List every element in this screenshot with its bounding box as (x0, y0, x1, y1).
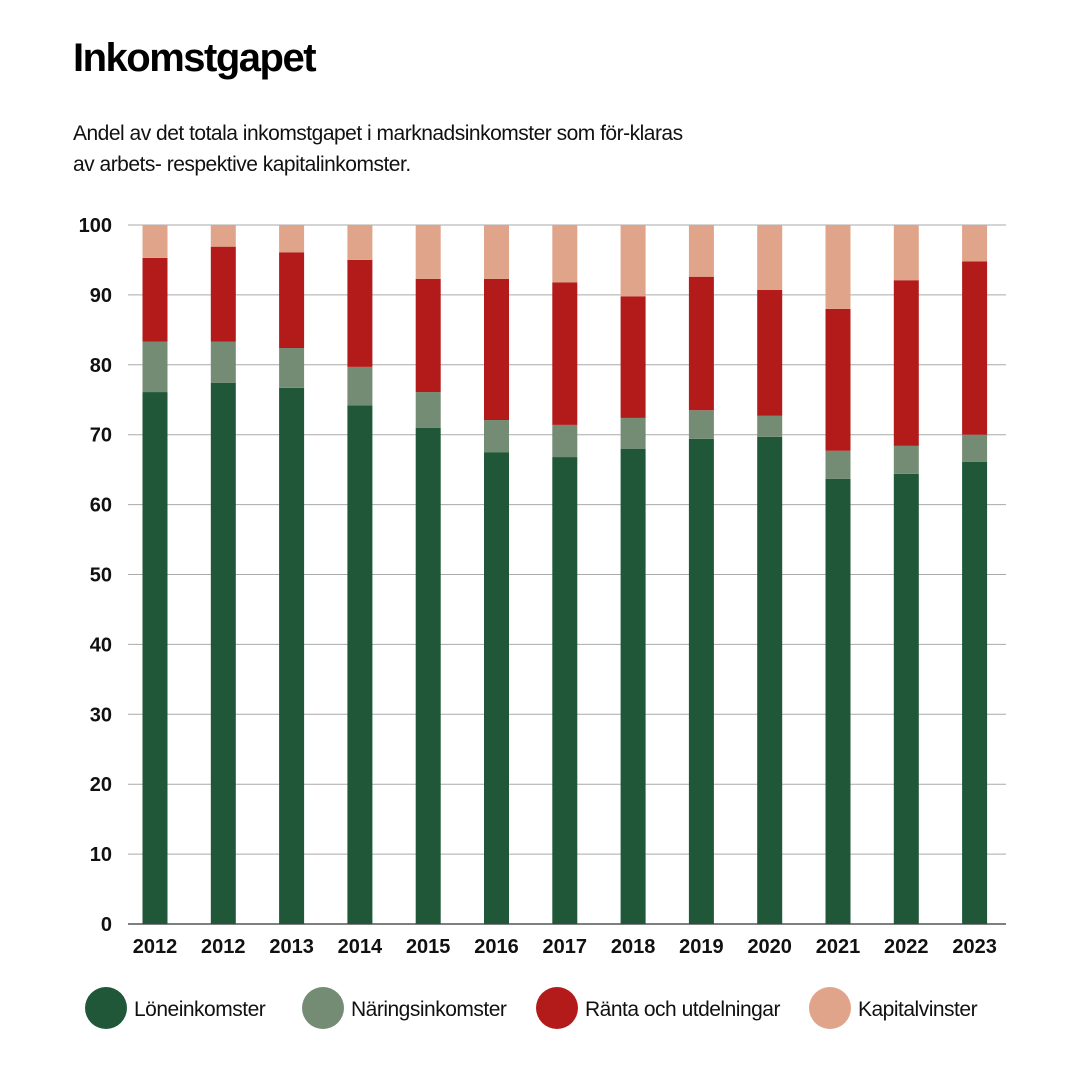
bar-segment-n-ringsinkomster (757, 415, 783, 437)
y-tick-label: 90 (90, 285, 112, 307)
bar-segment-n-ringsinkomster (962, 434, 988, 462)
bar-segment-n-ringsinkomster (620, 417, 646, 449)
bar-segment-kapitalvinster (757, 225, 783, 291)
bar-segment-l-neinkomster (962, 461, 988, 924)
bar-segment-r-nta-och-utdelningar (415, 278, 441, 393)
bar-segment-n-ringsinkomster (893, 445, 919, 474)
bar-segment-r-nta-och-utdelningar (279, 252, 305, 349)
bar-segment-kapitalvinster (415, 225, 441, 279)
bar-segment-kapitalvinster (210, 225, 236, 247)
bar-segment-l-neinkomster (347, 405, 373, 924)
x-tick-label: 2019 (679, 936, 724, 958)
bar-segment-n-ringsinkomster (279, 348, 305, 388)
bar-segment-kapitalvinster (962, 225, 988, 262)
bar-segment-l-neinkomster (415, 427, 441, 924)
x-tick-label: 2015 (406, 936, 451, 958)
bar-segment-l-neinkomster (142, 392, 168, 924)
bar-segment-n-ringsinkomster (347, 366, 373, 406)
x-tick-label: 2020 (747, 936, 792, 958)
bar-segment-r-nta-och-utdelningar (962, 261, 988, 435)
bar-segment-n-ringsinkomster (825, 450, 851, 479)
legend-swatch (536, 987, 578, 1029)
bar-segment-kapitalvinster (688, 225, 714, 277)
bar-segment-kapitalvinster (142, 225, 168, 258)
bar-segment-n-ringsinkomster (688, 410, 714, 439)
bar-segment-l-neinkomster (210, 382, 236, 924)
bar-segment-r-nta-och-utdelningar (142, 257, 168, 342)
bar-segment-l-neinkomster (279, 387, 305, 924)
y-tick-label: 80 (90, 355, 112, 377)
legend-label: Löneinkomster (134, 998, 266, 1021)
bar-segment-r-nta-och-utdelningar (688, 276, 714, 411)
chart-title: Inkomstgapet (73, 36, 317, 80)
y-tick-label: 60 (90, 495, 112, 517)
bar-segment-l-neinkomster (620, 448, 646, 924)
legend-swatch (85, 987, 127, 1029)
bar-segment-kapitalvinster (347, 225, 373, 260)
y-tick-label: 100 (79, 215, 112, 237)
bar-segment-r-nta-och-utdelningar (893, 280, 919, 446)
bar-segment-n-ringsinkomster (552, 424, 578, 458)
bar-segment-r-nta-och-utdelningar (210, 246, 236, 342)
bar-segment-kapitalvinster (552, 225, 578, 283)
x-tick-label: 2013 (269, 936, 314, 958)
bar-segment-l-neinkomster (688, 438, 714, 924)
bar-segment-n-ringsinkomster (142, 341, 168, 393)
bar-segment-n-ringsinkomster (415, 392, 441, 428)
bar-segment-r-nta-och-utdelningar (347, 259, 373, 367)
y-tick-label: 40 (90, 634, 112, 656)
bar-segment-l-neinkomster (484, 452, 509, 924)
y-tick-label: 20 (90, 774, 112, 796)
bar-segment-r-nta-och-utdelningar (757, 290, 783, 416)
x-tick-label: 2023 (952, 936, 997, 958)
bar-segment-kapitalvinster (893, 225, 919, 281)
x-tick-label: 2022 (884, 936, 929, 958)
x-tick-label: 2017 (543, 936, 588, 958)
y-tick-label: 30 (90, 704, 112, 726)
bar-segment-r-nta-och-utdelningar (620, 296, 646, 418)
bar-segment-kapitalvinster (825, 225, 851, 309)
x-tick-label: 2016 (474, 936, 519, 958)
legend-label: Ränta och utdelningar (585, 998, 780, 1021)
y-tick-label: 0 (101, 914, 112, 936)
x-tick-label: 2018 (611, 936, 656, 958)
bar-segment-kapitalvinster (279, 225, 305, 253)
x-tick-label: 2012 (133, 936, 178, 958)
bar-segment-n-ringsinkomster (210, 341, 236, 383)
legend-label: Näringsinkomster (351, 998, 507, 1021)
legend-swatch (809, 987, 851, 1029)
y-tick-label: 70 (90, 425, 112, 447)
x-tick-label: 2012 (201, 936, 246, 958)
bar-segment-n-ringsinkomster (484, 420, 509, 453)
bar-segment-l-neinkomster (757, 436, 783, 924)
legend-label: Kapitalvinster (858, 998, 978, 1021)
bar-segment-r-nta-och-utdelningar (825, 308, 851, 451)
bar-segment-l-neinkomster (825, 478, 851, 924)
y-tick-label: 10 (90, 844, 112, 866)
x-tick-label: 2014 (338, 936, 383, 958)
bar-segment-kapitalvinster (620, 225, 646, 297)
legend-swatch (302, 987, 344, 1029)
bar-segment-r-nta-och-utdelningar (552, 282, 578, 425)
bar-segment-r-nta-och-utdelningar (484, 278, 509, 421)
y-tick-label: 50 (90, 565, 112, 587)
bar-segment-kapitalvinster (484, 225, 509, 279)
x-tick-label: 2021 (816, 936, 861, 958)
bar-segment-l-neinkomster (552, 457, 578, 924)
bar-segment-l-neinkomster (893, 473, 919, 924)
chart-subtitle: Andel av det totala inkomstgapet i markn… (73, 122, 683, 176)
